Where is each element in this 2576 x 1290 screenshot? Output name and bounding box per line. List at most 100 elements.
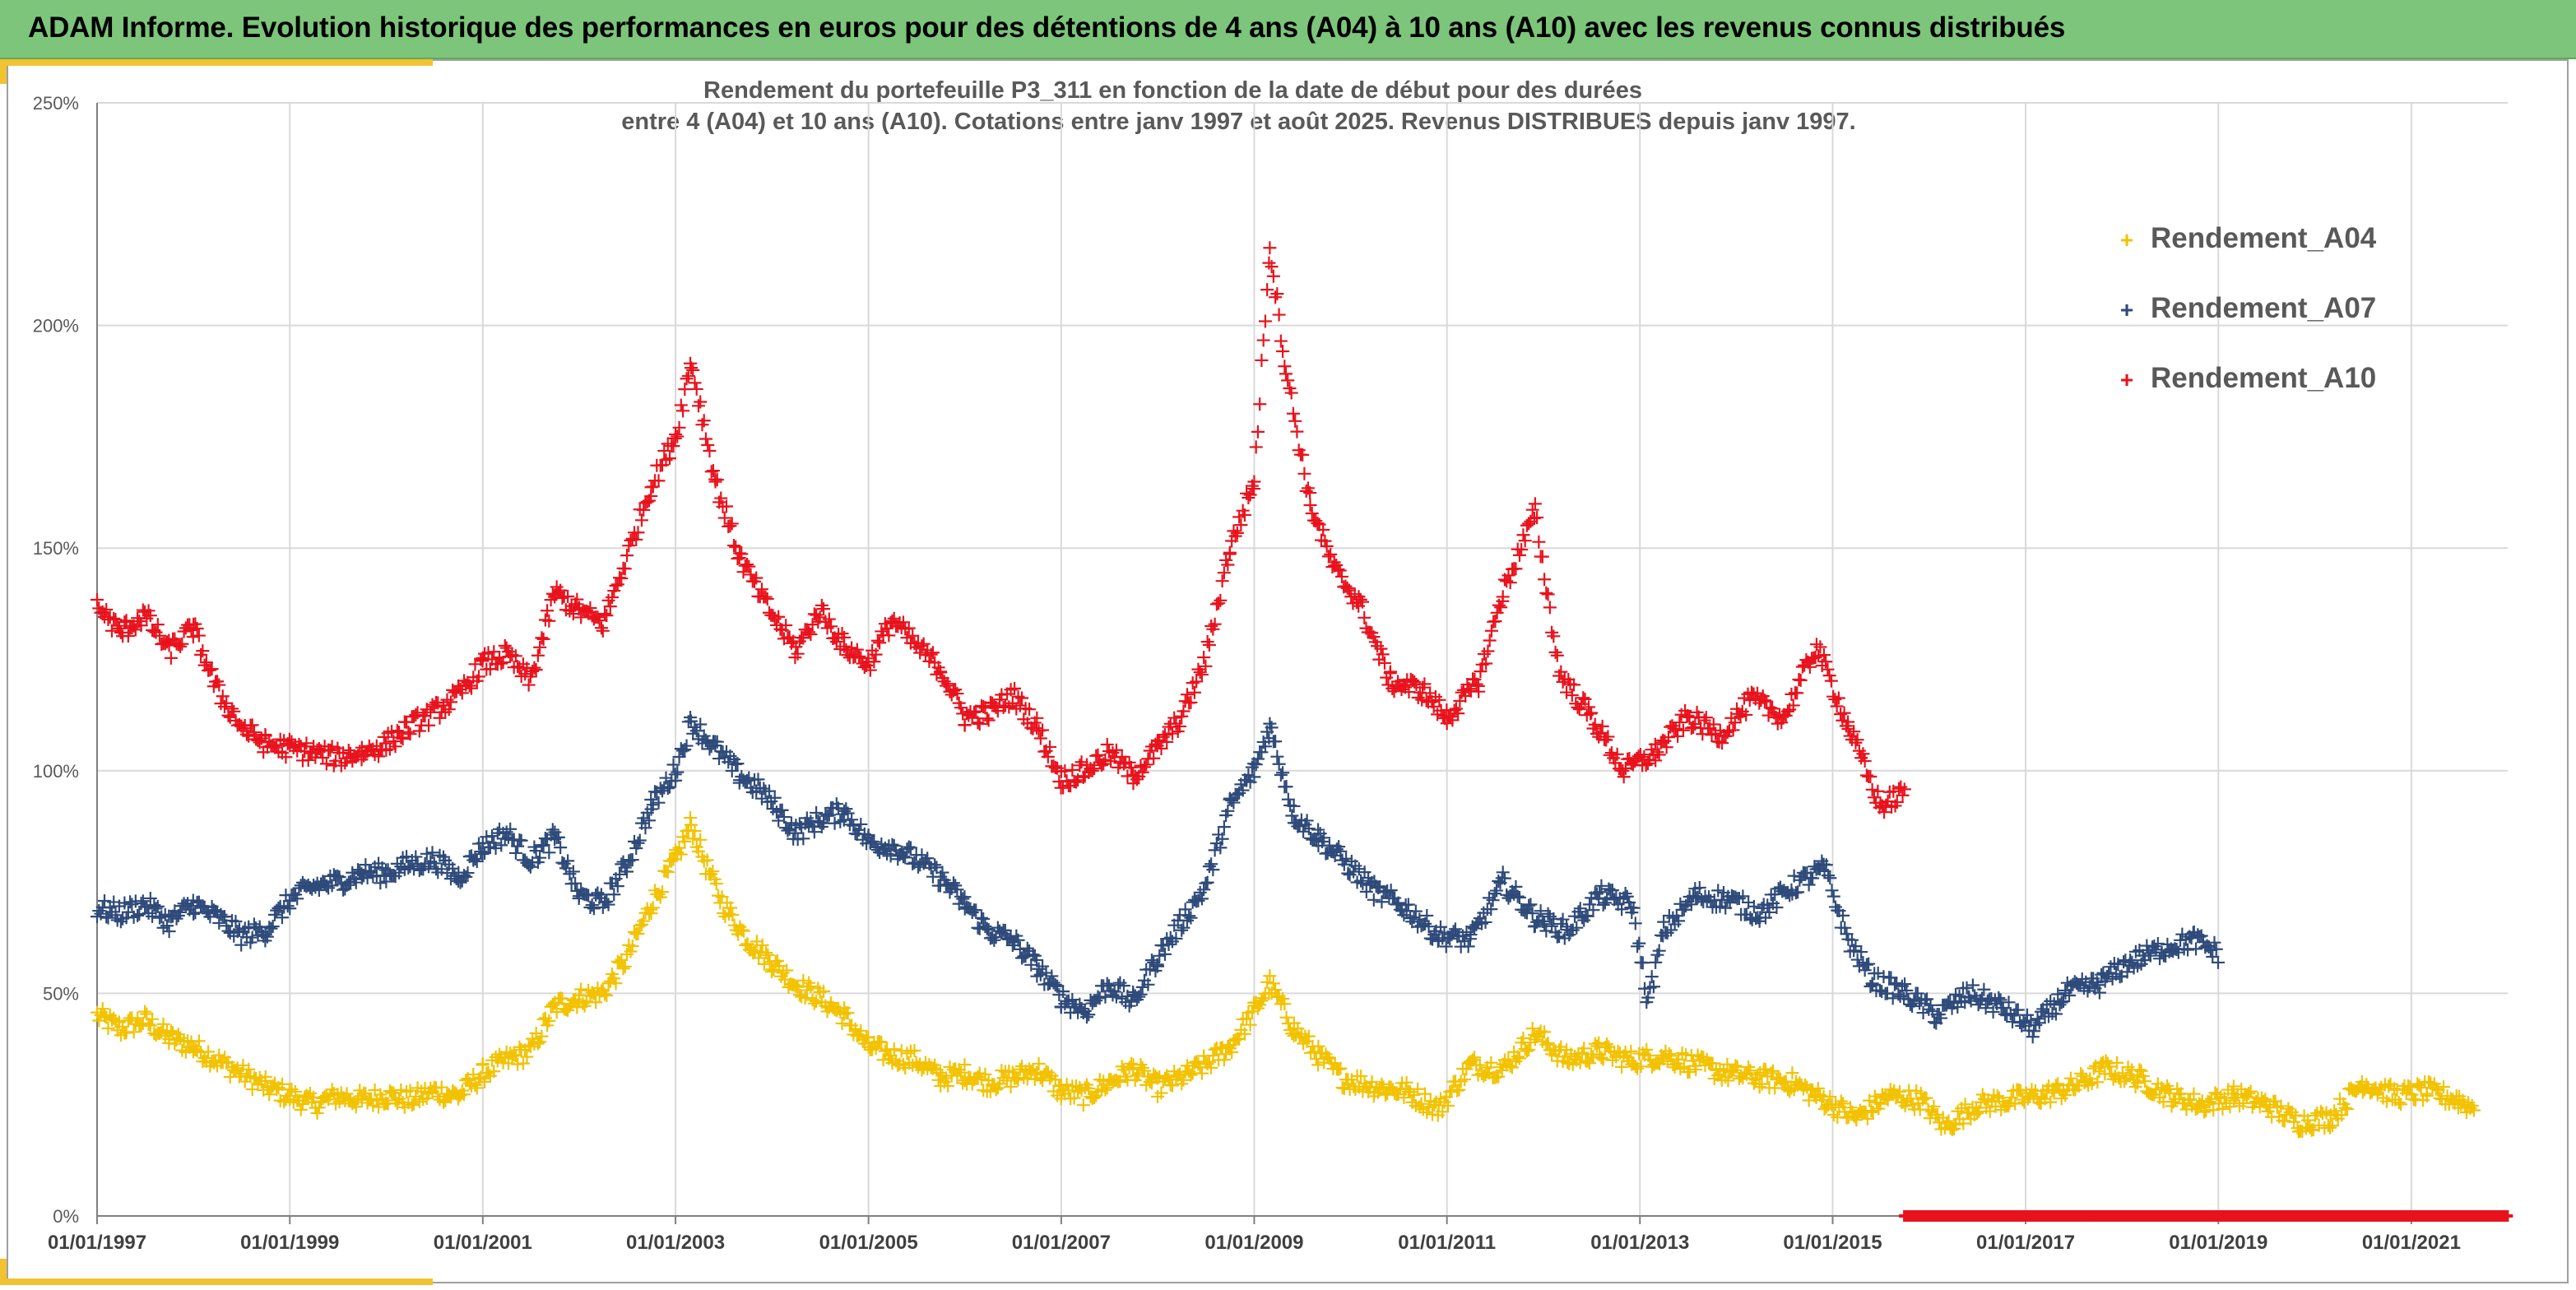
data-point	[1602, 882, 1616, 896]
data-point	[1195, 1066, 1209, 1080]
data-point	[1520, 1044, 1534, 1058]
data-point	[2177, 942, 2191, 956]
data-point	[527, 661, 541, 675]
data-point	[1143, 962, 1157, 976]
data-point	[1311, 516, 1325, 530]
data-point	[275, 911, 289, 925]
data-point	[319, 757, 333, 771]
data-point	[2202, 1095, 2216, 1109]
data-point	[1616, 763, 1630, 777]
data-point	[1004, 1080, 1018, 1094]
data-point	[616, 855, 630, 869]
data-point	[1091, 748, 1105, 762]
data-point	[1165, 726, 1179, 740]
data-point	[935, 865, 949, 879]
data-point	[1573, 902, 1587, 916]
data-point	[863, 663, 877, 677]
data-point	[2106, 1072, 2120, 1086]
data-point	[1033, 968, 1047, 981]
data-point	[2171, 945, 2185, 959]
data-point	[1214, 593, 1228, 607]
data-point	[775, 803, 789, 817]
data-point	[921, 851, 935, 865]
data-point	[153, 911, 167, 925]
data-point	[761, 948, 775, 962]
data-point	[1158, 728, 1172, 741]
data-point	[1263, 241, 1277, 255]
data-point	[1458, 1073, 1472, 1087]
data-point	[418, 709, 432, 723]
data-point	[1893, 1085, 1906, 1099]
data-point	[1215, 574, 1229, 588]
data-point	[1447, 703, 1461, 717]
data-point	[1530, 511, 1544, 525]
data-point	[1134, 987, 1148, 1001]
data-point	[1100, 977, 1114, 991]
data-point	[1186, 895, 1200, 909]
data-point	[2027, 1024, 2041, 1038]
data-point	[646, 798, 660, 812]
data-point	[958, 718, 972, 732]
data-point	[1093, 991, 1107, 1005]
data-point	[1743, 1064, 1757, 1078]
data-point	[1494, 601, 1508, 615]
data-point	[1202, 638, 1216, 652]
data-point	[1178, 694, 1192, 708]
data-point	[1522, 1043, 1536, 1057]
data-point	[1534, 904, 1548, 918]
data-point	[1260, 975, 1274, 989]
data-point	[1234, 518, 1248, 532]
data-point	[637, 914, 651, 928]
data-point	[1484, 624, 1498, 638]
data-point	[496, 655, 510, 669]
data-point	[1560, 685, 1574, 699]
data-point	[926, 646, 940, 660]
data-point	[2133, 1063, 2147, 1077]
data-point	[1493, 1060, 1507, 1074]
data-point	[1221, 558, 1235, 572]
data-point	[2111, 958, 2125, 972]
data-point	[97, 894, 111, 908]
data-point	[600, 894, 614, 908]
data-point	[127, 1025, 141, 1039]
data-point	[662, 780, 676, 794]
data-point	[869, 1042, 883, 1056]
data-point	[372, 1100, 386, 1114]
data-point	[1043, 740, 1057, 754]
data-point	[2411, 1077, 2425, 1091]
data-point	[2149, 1083, 2163, 1097]
data-point	[958, 890, 972, 904]
data-point	[810, 805, 824, 819]
data-point	[312, 742, 326, 756]
data-point	[1873, 983, 1887, 997]
data-point	[541, 604, 555, 618]
data-point	[513, 1040, 527, 1054]
data-point	[192, 1034, 206, 1048]
data-point	[891, 1058, 905, 1072]
data-point	[1503, 576, 1517, 590]
data-point	[941, 1079, 955, 1093]
data-point	[331, 869, 345, 883]
data-point	[1707, 1072, 1721, 1086]
data-point	[1785, 687, 1799, 701]
data-point	[1270, 287, 1284, 301]
data-point	[722, 755, 736, 769]
data-point	[1143, 1075, 1157, 1089]
data-point	[805, 993, 819, 1007]
data-point	[551, 830, 565, 844]
data-point	[1764, 1066, 1778, 1080]
data-point	[489, 842, 503, 856]
data-point	[153, 1027, 167, 1041]
data-point	[1877, 805, 1891, 819]
data-point	[249, 1072, 263, 1086]
data-point	[1454, 1074, 1468, 1088]
data-point	[1300, 814, 1314, 828]
data-point	[2161, 1079, 2175, 1093]
data-point	[1525, 907, 1539, 921]
data-point	[665, 854, 679, 868]
data-point	[1139, 758, 1153, 772]
data-point	[2051, 987, 2065, 1001]
data-point	[1076, 1098, 1090, 1112]
data-point	[2380, 1094, 2394, 1108]
data-point	[1030, 953, 1044, 967]
